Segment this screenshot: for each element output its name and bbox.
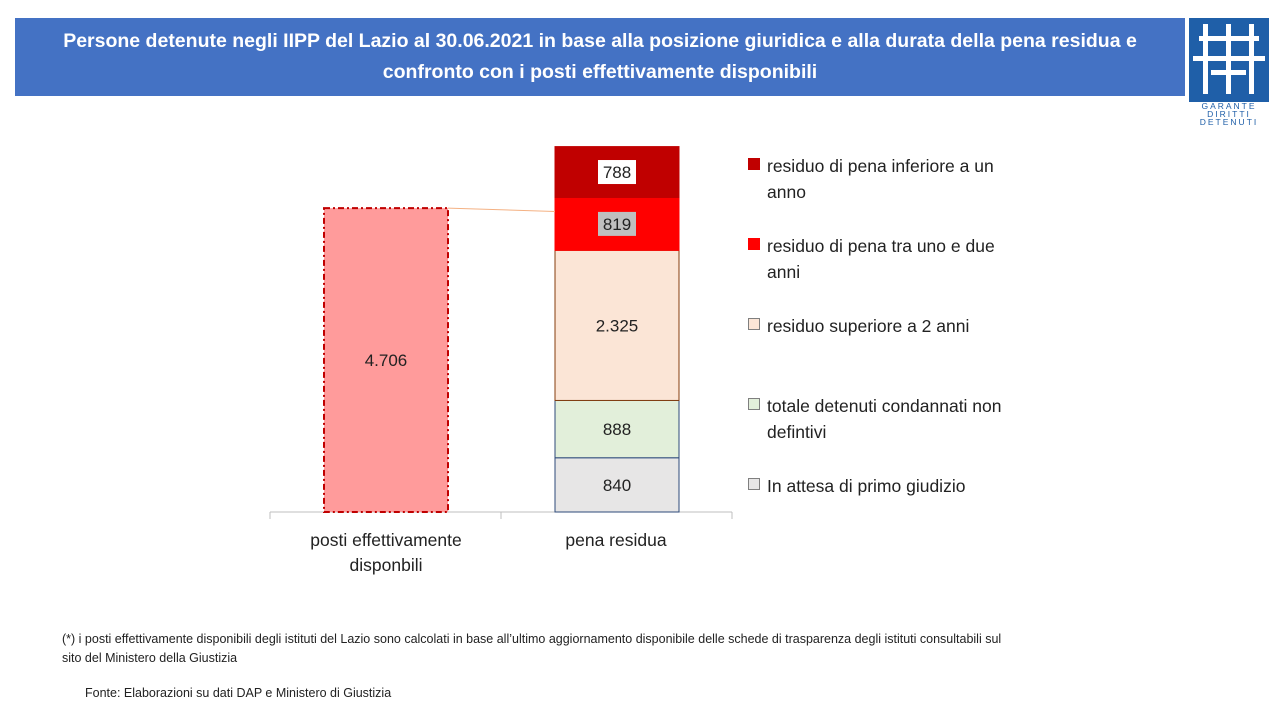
chart-title: Persone detenute negli IIPP del Lazio al… [63, 30, 1137, 83]
legend-item-residuo-sotto-1-anno: residuo di pena inferiore a un anno [748, 153, 1007, 205]
x-tick-label-0: posti effettivamente disponbili [310, 530, 461, 575]
legend-label: residuo superiore a 2 anni [767, 316, 970, 336]
bar-segment-non-definitivi [554, 399, 680, 459]
bar-segment-residuo-oltre-2-anni [554, 249, 680, 401]
legend-item-residuo-oltre-2-anni: residuo superiore a 2 anni [748, 313, 1007, 339]
legend-swatch [748, 318, 760, 330]
bar-segment-residuo-1-2-anni [554, 196, 680, 251]
bar-label-posti: 4.706 [365, 351, 408, 370]
x-tick-label-1: pena residua [565, 530, 666, 550]
data-label-residuo-sotto-1-anno: 788 [603, 163, 631, 182]
connector-line [447, 207, 556, 212]
data-label-box-residuo-sotto-1-anno [598, 160, 636, 185]
legend-label: residuo di pena inferiore a un anno [767, 156, 994, 202]
logo-line-1: GARANTE [1201, 101, 1256, 111]
data-label-residuo-1-2-anni: 819 [603, 215, 631, 234]
bar-segment-residuo-sotto-1-anno [554, 146, 680, 198]
source-note: Fonte: Elaborazioni su dati DAP e Minist… [85, 686, 392, 700]
legend-label: residuo di pena tra uno e due anni [767, 236, 995, 282]
data-label-residuo-oltre-2-anni: 2.325 [596, 316, 639, 335]
legend-item-attesa-giudizio: In attesa di primo giudizio [748, 473, 1007, 499]
legend-item-non-definitivi: totale detenuti condannati non defintivi [748, 393, 1007, 445]
bar-segment-attesa-giudizio [554, 457, 680, 513]
legend-label: totale detenuti condannati non defintivi [767, 396, 1002, 442]
legend-label: In attesa di primo giudizio [767, 476, 966, 496]
logo-line-3: DETENUTI [1200, 117, 1259, 126]
data-label-box-residuo-1-2-anni [598, 211, 636, 236]
legend-swatch [748, 238, 760, 250]
garante-logo: GARANTE DIRITTI DETENUTI [1189, 18, 1269, 126]
legend-swatch [748, 478, 760, 490]
data-label-non-definitivi: 888 [603, 420, 631, 439]
data-label-attesa-giudizio: 840 [603, 476, 631, 495]
legend-item-residuo-1-2-anni: residuo di pena tra uno e due anni [748, 233, 1007, 285]
legend-swatch [748, 398, 760, 410]
bar-posti [323, 207, 449, 513]
logo-line-2: DIRITTI [1207, 109, 1251, 119]
footnote: (*) i posti effettivamente disponibili d… [62, 632, 1002, 665]
legend-swatch [748, 158, 760, 170]
title-banner: Persone detenute negli IIPP del Lazio al… [15, 18, 1185, 96]
